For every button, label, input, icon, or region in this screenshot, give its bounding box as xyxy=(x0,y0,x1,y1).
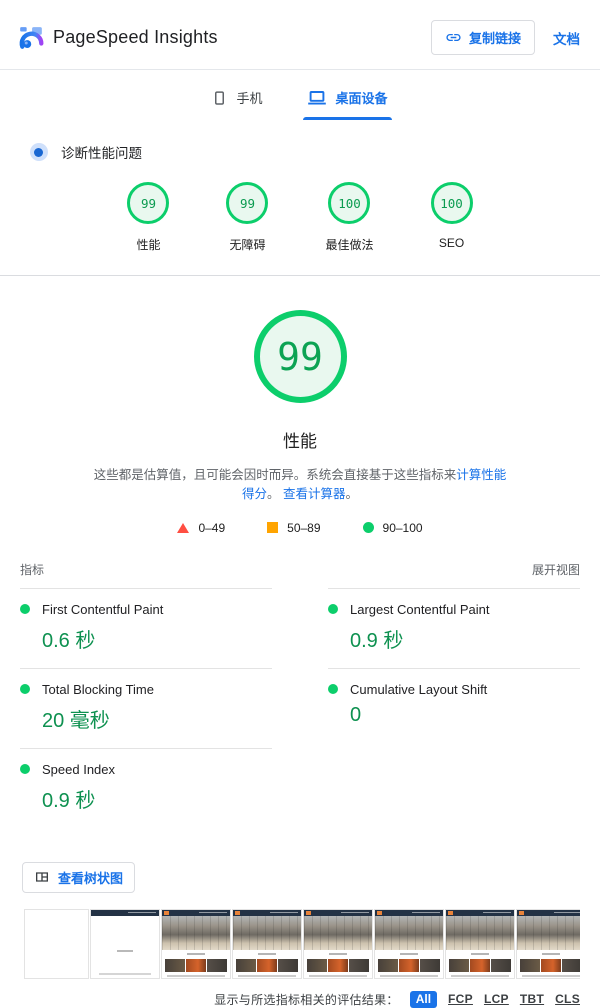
category-scores: 99 性能 99 无障碍 100 最佳做法 100 SEO xyxy=(0,182,600,275)
legend-average: 50–89 xyxy=(267,520,321,535)
audit-filter-bar: 显示与所选指标相关的评估结果： All FCP LCP TBT CLS xyxy=(0,990,580,1008)
score-legend: 0–49 50–89 90–100 xyxy=(177,520,423,535)
filter-chip-lcp[interactable]: LCP xyxy=(483,992,509,1007)
metric-fcp: First Contentful Paint 0.6 秒 xyxy=(20,587,272,668)
metric-empty-cell xyxy=(328,748,580,828)
good-dot-icon xyxy=(20,604,30,615)
thumb-body xyxy=(91,916,159,978)
score-accessibility[interactable]: 99 无障碍 xyxy=(226,182,269,253)
page-title: PageSpeed Insights xyxy=(53,27,218,47)
score-ring: 99 xyxy=(127,182,170,224)
tab-mobile[interactable]: 手机 xyxy=(208,76,266,120)
phone-icon xyxy=(212,89,227,107)
filter-label: 显示与所选指标相关的评估结果： xyxy=(214,992,399,1007)
performance-score-ring: 99 xyxy=(253,310,347,403)
good-dot-icon xyxy=(328,604,338,615)
copy-link-button[interactable]: 复制链接 xyxy=(430,20,535,55)
score-best-practices[interactable]: 100 最佳做法 xyxy=(325,182,374,253)
metric-cls: Cumulative Layout Shift 0 xyxy=(328,667,580,748)
metrics-grid: First Contentful Paint 0.6 秒 Largest Con… xyxy=(20,587,580,828)
filmstrip-frame xyxy=(24,908,89,979)
metric-value: 0 xyxy=(350,703,362,726)
score-label: 最佳做法 xyxy=(325,238,374,252)
calculator-link[interactable]: 查看计算器 xyxy=(282,487,346,502)
laptop-icon xyxy=(307,90,327,106)
score-label: SEO xyxy=(438,236,465,250)
metric-name: First Contentful Paint xyxy=(42,601,164,617)
good-dot-icon xyxy=(20,684,30,695)
filmstrip-frame xyxy=(374,908,444,979)
legend-range: 90–100 xyxy=(382,520,423,535)
pagespeed-logo-icon xyxy=(18,25,44,51)
legend-good: 90–100 xyxy=(362,520,423,535)
filmstrip-frame xyxy=(516,908,580,979)
calc-score-link[interactable]: 计算性能得分 xyxy=(241,468,507,502)
metrics-section-label: 指标 xyxy=(20,562,45,577)
thumb-navbar xyxy=(91,909,159,916)
brand: PageSpeed Insights xyxy=(18,25,218,51)
score-ring: 99 xyxy=(226,182,269,224)
orange-square-icon xyxy=(267,522,279,534)
metric-name: Largest Contentful Paint xyxy=(350,601,490,617)
metric-lcp: Largest Contentful Paint 0.9 秒 xyxy=(328,587,580,668)
green-circle-icon xyxy=(362,522,374,534)
docs-link[interactable]: 文档 xyxy=(553,31,580,47)
diagnose-label: 诊断性能问题 xyxy=(61,146,142,161)
tab-desktop-label: 桌面设备 xyxy=(335,91,388,106)
treemap-button-label: 查看树状图 xyxy=(58,870,124,886)
good-dot-icon xyxy=(328,684,338,695)
filmstrip-frame xyxy=(303,908,373,979)
red-triangle-icon xyxy=(177,522,190,533)
loading-filmstrip[interactable] xyxy=(24,908,580,979)
metric-value: 0.9 秒 xyxy=(42,789,96,812)
tab-desktop[interactable]: 桌面设备 xyxy=(302,76,392,120)
metric-value: 0.9 秒 xyxy=(350,629,404,652)
score-disclaimer: 这些都是估算值，且可能会因时而异。系统会直接基于这些指标来计算性能得分。 查看计… xyxy=(93,468,507,502)
filter-chip-cls[interactable]: CLS xyxy=(555,992,580,1007)
filter-chip-tbt[interactable]: TBT xyxy=(519,992,545,1007)
copy-link-label: 复制链接 xyxy=(468,31,521,46)
performance-gauge-section: 99 性能 这些都是估算值，且可能会因时而异。系统会直接基于这些指标来计算性能得… xyxy=(0,310,600,535)
disclaimer-text: 这些都是估算值，且可能会因时而异。系统会直接基于这些指标来 xyxy=(93,468,457,482)
gauge-icon xyxy=(30,143,48,161)
metric-name: Cumulative Layout Shift xyxy=(350,681,488,697)
metric-value: 20 毫秒 xyxy=(42,709,110,732)
filmstrip-frame xyxy=(232,908,302,979)
metric-name: Speed Index xyxy=(42,761,116,777)
metrics-header: 指标 展开视图 xyxy=(20,561,580,578)
metric-tbt: Total Blocking Time 20 毫秒 xyxy=(20,667,272,748)
filter-chip-fcp[interactable]: FCP xyxy=(448,992,473,1007)
score-label: 无障碍 xyxy=(229,238,266,252)
metric-speed-index: Speed Index 0.9 秒 xyxy=(20,747,272,828)
legend-poor: 0–49 xyxy=(177,521,225,535)
app-header: PageSpeed Insights 复制链接 文档 xyxy=(0,0,600,70)
expand-view-link[interactable]: 展开视图 xyxy=(531,562,580,577)
score-label: 性能 xyxy=(136,238,161,252)
section-divider xyxy=(0,275,600,276)
treemap-icon xyxy=(34,869,50,885)
header-actions: 复制链接 文档 xyxy=(430,20,580,55)
performance-gauge-label: 性能 xyxy=(283,432,317,451)
device-tabs: 手机 桌面设备 xyxy=(0,76,600,120)
active-tab-underline xyxy=(302,117,392,120)
score-ring: 100 xyxy=(328,182,371,224)
legend-range: 0–49 xyxy=(198,520,226,535)
metric-name: Total Blocking Time xyxy=(42,681,154,697)
link-icon xyxy=(445,29,462,46)
score-performance[interactable]: 99 性能 xyxy=(127,182,170,253)
score-ring: 100 xyxy=(430,182,473,224)
tab-mobile-label: 手机 xyxy=(236,91,263,106)
filter-chip-all[interactable]: All xyxy=(409,990,438,1008)
filmstrip-frame xyxy=(445,908,515,979)
metric-value: 0.6 秒 xyxy=(42,629,96,652)
filmstrip-frame xyxy=(161,908,231,979)
filmstrip-frame xyxy=(90,908,160,979)
view-treemap-button[interactable]: 查看树状图 xyxy=(22,861,136,893)
diagnose-row: 诊断性能问题 xyxy=(30,142,600,162)
good-dot-icon xyxy=(20,764,30,775)
legend-range: 50–89 xyxy=(287,520,321,535)
score-seo[interactable]: 100 SEO xyxy=(430,182,473,253)
